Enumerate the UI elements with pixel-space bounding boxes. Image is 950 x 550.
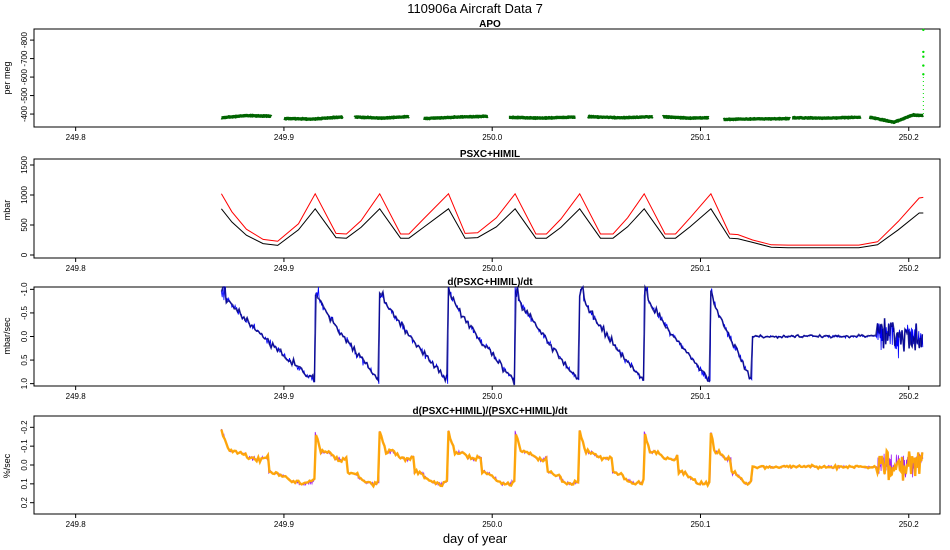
x-tick-label: 249.9 (274, 392, 295, 401)
x-tick-label: 250.2 (899, 520, 920, 529)
apo-outlier-point (922, 64, 925, 67)
x-tick-label: 250.2 (899, 392, 920, 401)
panel-title: d(PSXC+HIMIL)/(PSXC+HIMIL)/dt (413, 406, 569, 417)
x-tick-label: 249.8 (66, 520, 87, 529)
x-tick-label: 250.1 (690, 392, 711, 401)
y-tick-label: -0.1 (20, 439, 29, 453)
x-tick-label: 249.8 (66, 133, 87, 142)
derivative-line (221, 428, 924, 488)
derivative-points (220, 284, 924, 386)
derivative-line (221, 286, 924, 385)
y-tick-label: 0.2 (20, 497, 29, 509)
y-axis-label: %/sec (2, 453, 12, 478)
y-tick-label: 500 (20, 218, 29, 232)
series-group (220, 28, 925, 125)
y-tick-label: 1000 (20, 186, 29, 204)
x-tick-label: 250.0 (482, 264, 503, 273)
apo-segment (353, 114, 411, 120)
panel-title: APO (479, 19, 501, 30)
panel-relative-derivative: d(PSXC+HIMIL)/(PSXC+HIMIL)/dt %/sec 249.… (2, 406, 941, 529)
y-tick-label: -400 (20, 106, 29, 123)
panel-pressure-derivative: d(PSXC+HIMIL)/dt mbar/sec 249.8 249.9 250.… (2, 277, 941, 401)
y-tick-label: 1.0 (20, 378, 29, 390)
y-tick-label: 0.0 (20, 459, 29, 471)
pressure-line (220, 192, 924, 246)
apo-segment (791, 115, 862, 121)
y-tick-label: -800 (20, 32, 29, 49)
apo-segment (661, 114, 711, 120)
y-tick-label: -700 (20, 50, 29, 67)
series-group (220, 428, 924, 489)
panel-title: d(PSXC+HIMIL)/dt (447, 277, 533, 288)
x-tick-label: 250.2 (899, 264, 920, 273)
x-tick-label: 250.1 (690, 520, 711, 529)
apo-outlier-point (922, 50, 925, 54)
y-tick-label: 0.0 (20, 330, 29, 342)
apo-outlier-point (922, 73, 925, 76)
x-tick-label: 250.0 (482, 133, 503, 142)
panel-title: PSXC+HIMIL (460, 149, 520, 160)
apo-segment (722, 116, 792, 122)
y-tick-label: -1.0 (20, 282, 29, 296)
series-group (220, 284, 924, 386)
series-group (220, 192, 924, 249)
figure-title: 110906a Aircraft Data 7 (407, 1, 543, 16)
y-axis-label: mbar (2, 200, 12, 221)
y-tick-label: 0 (20, 252, 29, 257)
y-axis-label: per meg (2, 61, 12, 94)
x-tick-label: 250.1 (690, 133, 711, 142)
x-tick-label: 249.9 (274, 133, 295, 142)
apo-segment (220, 113, 273, 120)
y-tick-label: -0.5 (20, 305, 29, 319)
pressure-line (221, 207, 924, 249)
y-tick-label: -0.2 (20, 420, 29, 434)
plot-frame (33, 28, 941, 128)
x-tick-label: 249.9 (274, 264, 295, 273)
x-tick-label: 249.8 (66, 392, 87, 401)
apo-segment (282, 115, 344, 121)
y-tick-label: 1500 (20, 156, 29, 174)
panel-pressure: PSXC+HIMIL mbar 249.8 249.9 250.0 250.1 250.… (2, 149, 941, 273)
y-tick-label: -500 (20, 87, 29, 104)
derivative-points (220, 429, 924, 489)
y-axis-label: mbar/sec (2, 317, 12, 355)
x-tick-label: 249.8 (66, 264, 87, 273)
panel-apo: APO per meg 249.8 249.9 250.0 250.1 250.2 -40… (2, 19, 941, 142)
plot-frame (33, 158, 941, 259)
x-tick-label: 250.1 (690, 264, 711, 273)
apo-segment (507, 115, 577, 120)
y-tick-label: -600 (20, 69, 29, 86)
apo-outlier-point (922, 28, 925, 32)
x-tick-label: 250.0 (482, 392, 503, 401)
x-tick-label: 250.0 (482, 520, 503, 529)
apo-segment (422, 114, 490, 121)
x-axis-label: day of year (443, 531, 508, 546)
x-tick-label: 250.2 (899, 133, 920, 142)
y-tick-label: 0.1 (20, 478, 29, 490)
x-tick-label: 249.9 (274, 520, 295, 529)
apo-segment (868, 113, 925, 125)
apo-outlier-point (922, 55, 925, 58)
apo-segment (586, 114, 654, 120)
y-tick-label: 0.5 (20, 354, 29, 366)
